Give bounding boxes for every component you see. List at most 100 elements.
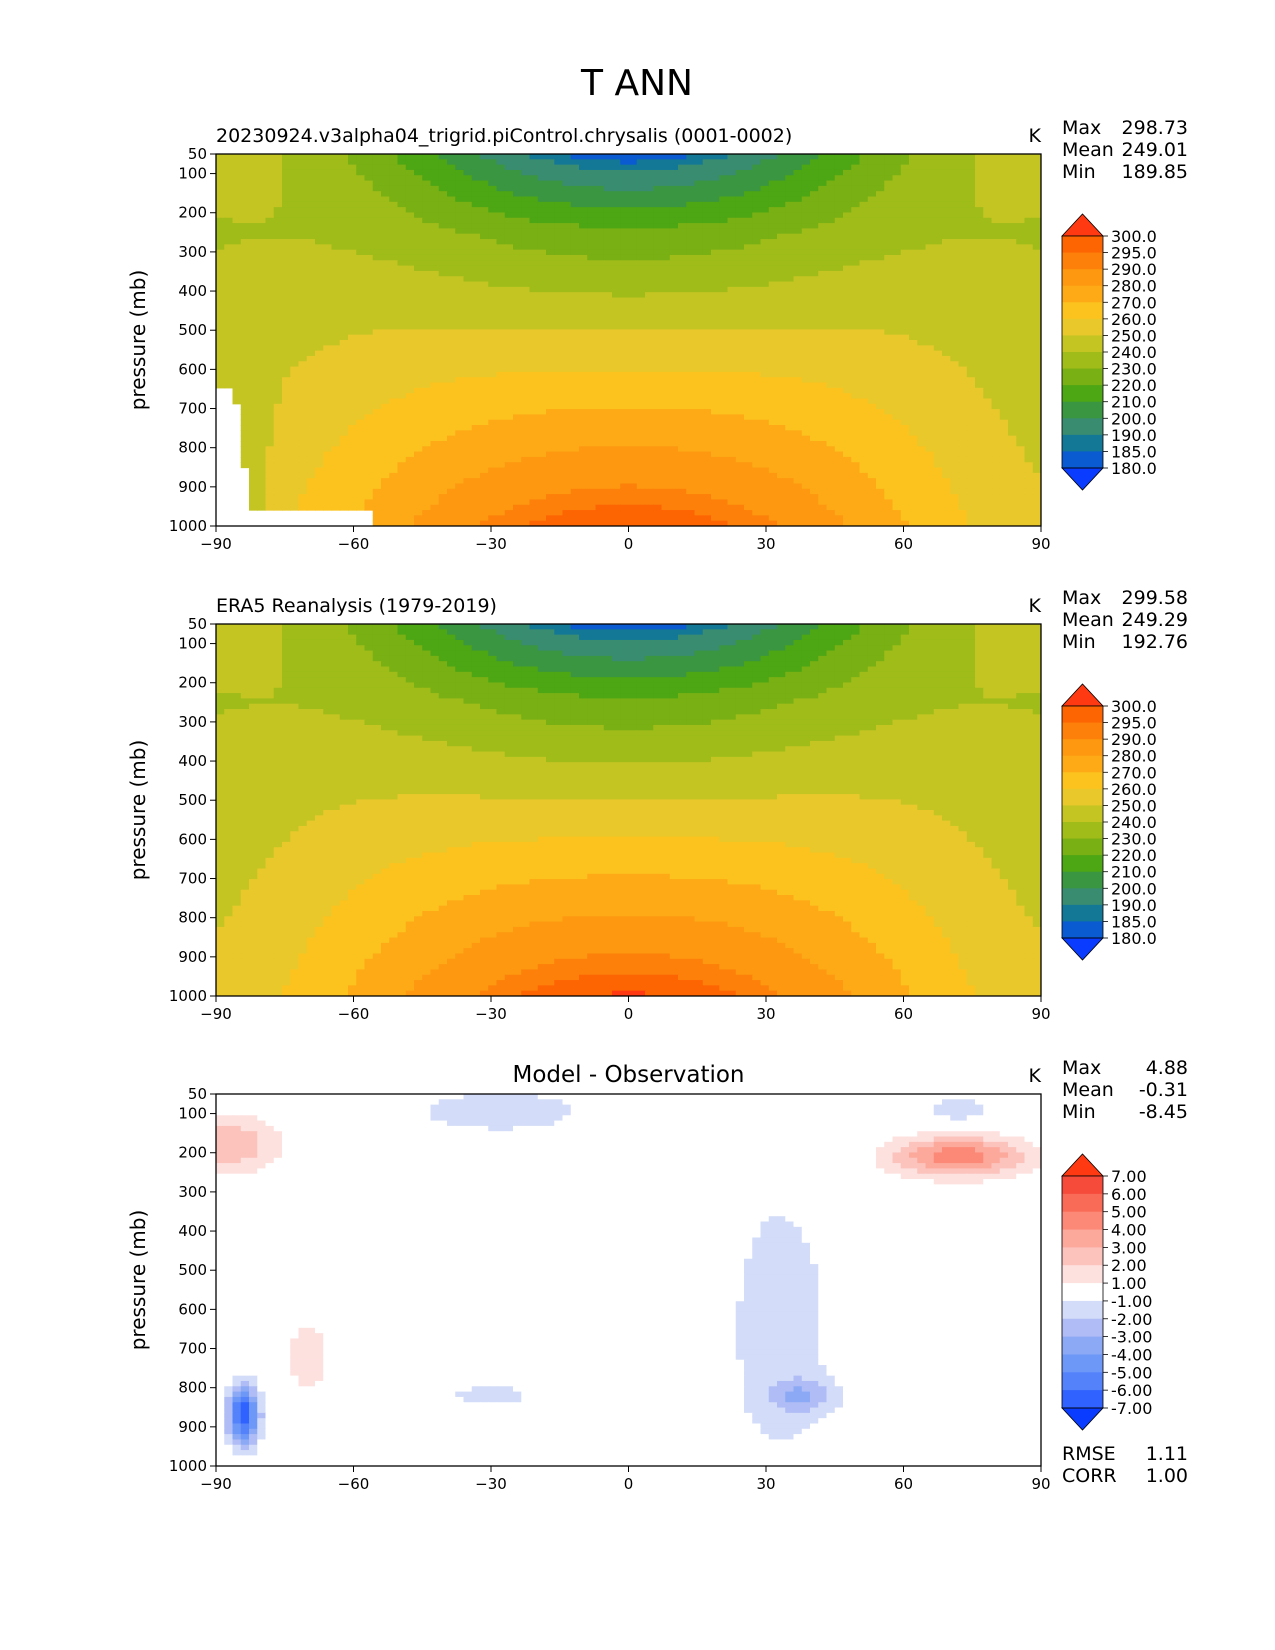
contour-cell [513, 191, 522, 198]
contour-cell [298, 191, 308, 198]
contour-cell [942, 228, 951, 235]
contour-cell [867, 334, 877, 341]
contour-cell [991, 361, 1001, 368]
contour-cell [331, 201, 341, 208]
contour-cell [455, 377, 465, 384]
contour-cell [942, 324, 951, 330]
contour-cell [785, 355, 795, 362]
contour-cell [455, 191, 465, 198]
contour-cell [546, 308, 555, 315]
contour-cell [438, 191, 448, 198]
contour-cell [876, 409, 885, 415]
contour-cell [232, 233, 242, 240]
contour-cell [958, 185, 968, 192]
contour-cell [999, 154, 1009, 160]
contour-cell [298, 419, 308, 426]
contour-cell [570, 249, 580, 256]
contour-cell [480, 387, 489, 394]
contour-cell [240, 196, 250, 203]
contour-cell [727, 276, 737, 283]
contour-cell [306, 292, 316, 299]
contour-cell [339, 350, 349, 357]
contour-cell [735, 414, 745, 421]
contour-cell [983, 276, 993, 283]
contour-cell [570, 355, 580, 362]
contour-cell [438, 217, 448, 224]
contour-cell [744, 228, 753, 235]
contour-cell [529, 302, 539, 309]
contour-cell [372, 207, 382, 214]
contour-cell [950, 414, 960, 421]
contour-cell [983, 366, 993, 373]
contour-cell [669, 350, 679, 357]
contour-cell [595, 201, 605, 208]
contour-cell [810, 292, 819, 299]
contour-cell [381, 297, 390, 304]
contour-cell [504, 191, 514, 198]
contour-cell [381, 366, 390, 373]
contour-cell [447, 239, 456, 245]
contour-cell [834, 292, 844, 299]
contour-cell [290, 244, 300, 251]
contour-cell [1024, 286, 1034, 293]
contour-cell [834, 409, 844, 415]
contour-cell [900, 180, 910, 187]
contour-cell [529, 371, 539, 378]
contour-cell [661, 244, 671, 251]
contour-cell [727, 382, 737, 389]
contour-cell [975, 223, 984, 229]
contour-cell [405, 308, 415, 315]
contour-cell [348, 355, 357, 362]
contour-cell [504, 297, 514, 304]
contour-cell [397, 201, 407, 208]
contour-cell [595, 324, 605, 330]
contour-cell [587, 334, 597, 341]
contour-cell [678, 409, 687, 415]
contour-cell [876, 260, 885, 267]
contour-cell [834, 313, 844, 320]
contour-cell [298, 249, 308, 256]
contour-cell [694, 212, 704, 219]
contour-cell [793, 393, 803, 400]
contour-cell [884, 196, 894, 203]
contour-cell [669, 334, 679, 341]
contour-cell [397, 286, 407, 293]
contour-cell [603, 355, 613, 362]
contour-cell [777, 302, 786, 309]
contour-cell [661, 366, 671, 373]
contour-cell [909, 286, 918, 293]
contour-cell [471, 382, 481, 389]
contour-cell [661, 403, 671, 410]
contour-cell [752, 409, 762, 415]
contour-cell [397, 393, 407, 400]
contour-cell [983, 334, 993, 341]
contour-cell [282, 329, 291, 336]
contour-cell [909, 329, 918, 336]
contour-cell [1032, 265, 1041, 272]
contour-cell [834, 329, 844, 336]
contour-cell [273, 159, 283, 166]
contour-cell [727, 201, 737, 208]
contour-cell [315, 207, 324, 214]
contour-cell [859, 409, 869, 415]
contour-cell [785, 254, 795, 261]
contour-cell [612, 185, 621, 192]
contour-cell [612, 366, 621, 373]
contour-cell [983, 286, 993, 293]
contour-cell [719, 270, 729, 277]
contour-cell [867, 169, 877, 176]
contour-cell [975, 334, 984, 341]
contour-cell [290, 175, 300, 182]
contour-cell [669, 159, 679, 166]
contour-cell [496, 201, 506, 208]
contour-cell [900, 297, 910, 304]
contour-cell [818, 308, 828, 315]
contour-cell [273, 239, 283, 245]
contour-cell [966, 270, 976, 277]
contour-cell [694, 308, 704, 315]
contour-cell [430, 414, 440, 421]
contour-cell [859, 175, 869, 182]
contour-cell [933, 212, 943, 219]
contour-cell [422, 159, 432, 166]
contour-cell [447, 403, 456, 410]
